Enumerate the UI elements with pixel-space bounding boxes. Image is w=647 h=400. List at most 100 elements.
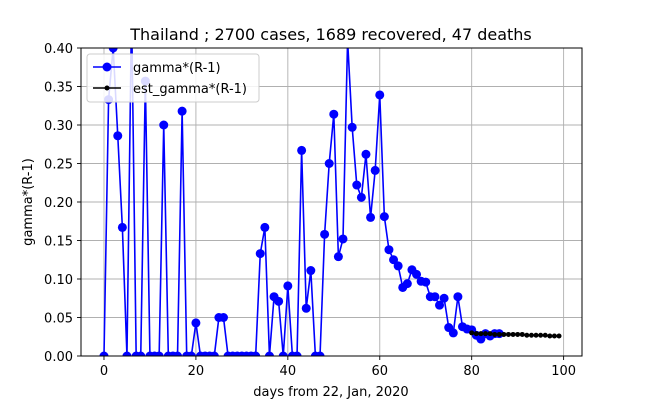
series-2: [469, 330, 562, 339]
data-point: [556, 333, 562, 339]
data-point: [505, 331, 511, 337]
data-point: [251, 351, 261, 356]
data-point: [389, 255, 399, 265]
data-point: [430, 292, 440, 302]
x-tick-label: 60: [371, 364, 388, 379]
data-point: [306, 266, 316, 276]
data-point: [315, 351, 325, 356]
x-tick-label: 0: [100, 364, 108, 379]
data-point: [264, 351, 274, 356]
data-point: [356, 192, 366, 202]
data-point: [482, 331, 488, 337]
series-1: [99, 5, 504, 356]
y-tick-label: 0.10: [44, 273, 73, 288]
data-point: [510, 331, 516, 337]
legend-label-1: gamma*(R-1): [133, 61, 221, 76]
data-point: [515, 331, 521, 337]
x-axis-label: days from 22, Jan, 2020: [253, 385, 408, 400]
data-point: [186, 351, 196, 356]
legend: gamma*(R-1) est_gamma*(R-1): [86, 53, 260, 103]
data-point: [108, 48, 118, 53]
data-point: [297, 145, 307, 155]
y-tick-label: 0.05: [44, 312, 73, 327]
data-point: [496, 331, 502, 337]
data-point: [122, 351, 132, 356]
data-point: [501, 331, 507, 337]
data-point: [320, 229, 330, 239]
data-point: [301, 303, 311, 313]
data-point: [274, 296, 284, 306]
chart-title: Thailand ; 2700 cases, 1689 recovered, 4…: [129, 25, 532, 44]
y-tick-label: 0.40: [44, 42, 73, 57]
data-point: [361, 149, 371, 159]
data-point: [421, 277, 431, 287]
data-point: [255, 249, 265, 259]
legend-label-2: est_gamma*(R-1): [133, 82, 247, 97]
data-point: [99, 351, 109, 356]
data-point: [338, 234, 348, 244]
data-point: [528, 332, 534, 338]
data-point: [384, 245, 394, 255]
data-point: [402, 279, 412, 289]
data-point: [473, 331, 479, 337]
data-point: [524, 332, 530, 338]
data-point: [393, 261, 403, 271]
data-point: [487, 331, 493, 337]
legend-swatch-marker-1: [102, 62, 112, 72]
x-tick-label: 40: [280, 364, 297, 379]
data-point: [209, 351, 219, 356]
x-tick-label: 80: [463, 364, 480, 379]
data-point: [283, 281, 293, 291]
y-tick-label: 0.20: [44, 196, 73, 211]
data-point: [547, 333, 553, 339]
y-tick-label: 0.35: [44, 81, 73, 96]
data-point: [551, 333, 557, 339]
data-point: [492, 331, 498, 337]
y-axis-label: gamma*(R-1): [21, 158, 36, 246]
legend-box: [86, 53, 260, 103]
data-point: [278, 351, 288, 356]
data-point: [533, 332, 539, 338]
data-point: [519, 331, 525, 337]
data-point: [292, 351, 302, 356]
series-layer: [99, 5, 562, 356]
x-tick-label: 20: [188, 364, 205, 379]
data-point: [173, 351, 183, 356]
data-point: [439, 293, 449, 303]
y-tick-label: 0.15: [44, 235, 73, 250]
y-tick-label: 0.00: [44, 350, 73, 365]
data-point: [379, 212, 389, 222]
data-point: [347, 122, 357, 132]
data-point: [329, 109, 339, 119]
data-point: [324, 159, 334, 168]
data-point: [542, 332, 548, 338]
data-point: [127, 5, 136, 14]
data-point: [260, 222, 270, 232]
data-point: [435, 300, 445, 310]
data-point: [333, 252, 343, 262]
data-point: [538, 332, 544, 338]
data-point: [370, 165, 380, 175]
data-point: [218, 313, 228, 322]
data-point: [448, 328, 458, 338]
data-point: [469, 330, 475, 336]
data-point: [366, 212, 376, 222]
data-point: [352, 180, 362, 190]
ticks: 0 20 40 60 80 100 0.00 0.05 0.10 0.15 0.20 0.25 0.30…: [44, 42, 576, 379]
data-point: [453, 292, 463, 302]
data-point: [159, 120, 169, 130]
x-tick-label: 100: [551, 364, 576, 379]
data-point: [177, 106, 187, 116]
data-point: [154, 351, 164, 356]
data-point: [117, 222, 127, 232]
data-point: [412, 269, 422, 279]
data-point: [191, 318, 201, 328]
data-point: [375, 90, 385, 100]
y-tick-label: 0.30: [44, 119, 73, 134]
legend-swatch-marker-2: [104, 85, 110, 91]
data-point: [478, 331, 484, 337]
y-tick-label: 0.25: [44, 158, 73, 173]
data-point: [113, 131, 123, 141]
data-point: [136, 351, 146, 356]
